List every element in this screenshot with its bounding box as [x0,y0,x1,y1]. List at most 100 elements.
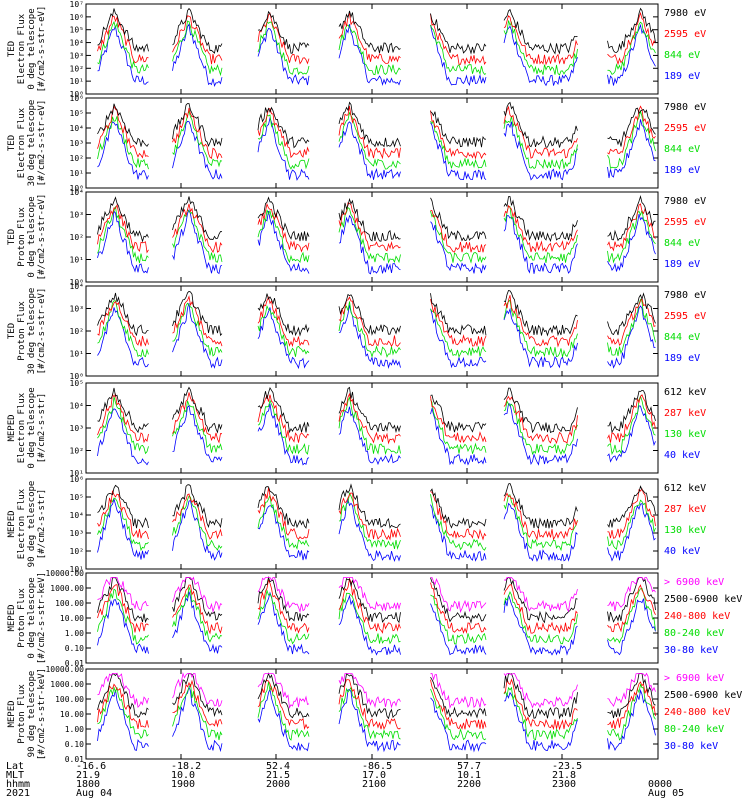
y-tick-label: 1.00 [65,725,84,734]
panel-3: 10⁰ 10¹ 10² 10³ 10⁴ TEDProton Flux0 deg teles… [7,188,706,287]
legend-entry: 287 keV [664,504,706,515]
trace-40-kev [97,497,656,563]
y-axis-label-line: TED [7,41,17,57]
y-tick-label: 10² [70,64,84,73]
trace-844-ev [97,20,656,77]
legend-entry: > 6900 keV [664,673,724,684]
x-row-value: Aug 04 [76,788,112,799]
y-tick-label: 10¹ [70,169,84,178]
x-row-name: Lat [6,761,24,772]
x-row-value: 0000 [648,779,672,790]
y-tick-label: 10¹ [70,565,84,574]
x-row-value: 52.4 [266,761,290,772]
y-tick-label: 10⁴ [70,39,84,48]
y-axis-label-line: MEPED [7,700,17,727]
y-tick-label: 10⁰ [70,372,84,381]
x-row-value: Aug 05 [648,788,684,799]
y-tick-label: 10³ [70,424,84,433]
y-tick-label: 10¹ [70,256,84,265]
x-row-name: 2021 [6,788,30,799]
y-axis-label-line: [#/cm2-s-str] [37,489,47,559]
y-tick-label: 100.00 [55,695,84,704]
x-row-value: 21.8 [552,770,576,781]
y-tick-label: 10⁵ [70,109,84,118]
y-tick-label: 10² [70,327,84,336]
y-tick-label: 10⁴ [70,402,84,411]
y-axis-label-line: [#/cm2-s-str-eV] [37,194,47,281]
y-axis-label: MEPEDElectron Flux0 deg telescope[#/cm2-… [7,387,47,468]
trace-189-ev [97,23,656,88]
x-row-value: 10.1 [457,770,481,781]
y-tick-label: 10⁶ [70,94,84,103]
trace-80-240-kev [97,585,656,645]
y-tick-label: 10⁵ [70,26,84,35]
y-tick-label: 10⁴ [70,188,84,197]
legend-entry: 7980 eV [664,102,706,113]
x-row-name: MLT [6,770,24,781]
legend-entry: 7980 eV [664,290,706,301]
trace-40-kev [97,403,656,466]
y-axis-label: TEDElectron Flux30 deg telescope[#/cm2-s… [7,100,47,187]
legend-entry: 30-80 keV [664,741,718,752]
trace-2595-ev [97,202,656,254]
x-row-value: 2200 [457,779,481,790]
panel-4: 10⁰ 10¹ 10² 10³ 10⁴ TEDProton Flux30 deg tele… [7,282,706,381]
y-tick-label: 0.10 [65,644,84,653]
trace-240-800-kev [97,577,656,635]
y-tick-label: 10000.00 [45,665,84,674]
y-tick-label: 10³ [70,139,84,148]
legend-entry: 7980 eV [664,196,706,207]
trace-30-80-kev [97,685,656,753]
legend-entry: 130 keV [664,525,706,536]
trace-612-kev [97,386,656,434]
y-axis-label-line: MEPED [7,510,17,537]
trace-844-ev [97,205,656,264]
y-axis-label: TEDProton Flux0 deg telescope[#/cm2-s-st… [7,194,47,281]
legend-entry: 80-240 keV [664,724,724,735]
y-tick-label: 10³ [70,211,84,220]
y-axis-label-line: [#/cm2-s-str] [37,393,47,463]
x-row-name: hhmm [6,779,30,790]
trace-189-ev [97,209,656,275]
y-tick-label: 100.00 [55,599,84,608]
x-axis-info: Lat -16.6 -18.2 52.4 -86.5 57.7 -23.5 MLT 21.9 10… [6,761,684,799]
y-tick-label: 0.01 [65,755,84,764]
trace-2595-ev [97,105,656,160]
y-axis-label-line: 0 deg telescope [27,577,37,658]
trace-2500-6900-kev [97,576,656,624]
y-axis-label-line: Electron Flux [17,107,27,178]
x-row-value: -23.5 [552,761,582,772]
y-axis-label-line: Electron Flux [17,488,27,559]
legend-entry: 844 eV [664,238,700,249]
legend-entry: 189 eV [664,71,700,82]
trace-80-240-kev [97,682,656,741]
panel-8: 0.010.101.0010.00100.001000.0010000.00ME… [7,665,742,764]
y-tick-label: 0.10 [65,740,84,749]
x-row-value: 2100 [362,779,386,790]
panel-1: 10⁰ 10¹ 10² 10³ 10⁴ 10⁵ 10⁶ 10⁷ TEDElectron Flux… [7,0,706,99]
trace-7980-ev [97,195,656,243]
y-axis-label-line: MEPED [7,604,17,631]
panel-5: 10¹ 10² 10³ 10⁴ 10⁵ MEPEDElectron Flux0 deg t… [7,379,706,478]
y-tick-label: 10⁵ [70,493,84,502]
legend-entry: 2595 eV [664,123,706,134]
y-tick-label: 10⁶ [70,475,84,484]
legend-entry: 2595 eV [664,311,706,322]
y-tick-label: 10² [70,233,84,242]
y-tick-label: 10000.00 [45,569,84,578]
legend-entry: 80-240 keV [664,628,724,639]
y-tick-label: 10⁰ [70,278,84,287]
y-axis-label-line: TED [7,229,17,245]
legend-entry: 240-800 keV [664,611,730,622]
y-tick-label: 10⁷ [70,0,84,9]
legend-entry: 2595 eV [664,217,706,228]
y-axis-label-line: 0 deg telescope [27,8,37,89]
legend-entry: 189 eV [664,259,700,270]
y-tick-label: 10⁴ [70,282,84,291]
y-axis-label-line: 90 deg telescope [27,671,37,758]
y-axis-label-line: [#/cm2-s-str-eV] [37,288,47,375]
trace-844-ev [97,298,656,359]
x-row-value: 17.0 [362,770,386,781]
y-tick-label: 10³ [70,305,84,314]
